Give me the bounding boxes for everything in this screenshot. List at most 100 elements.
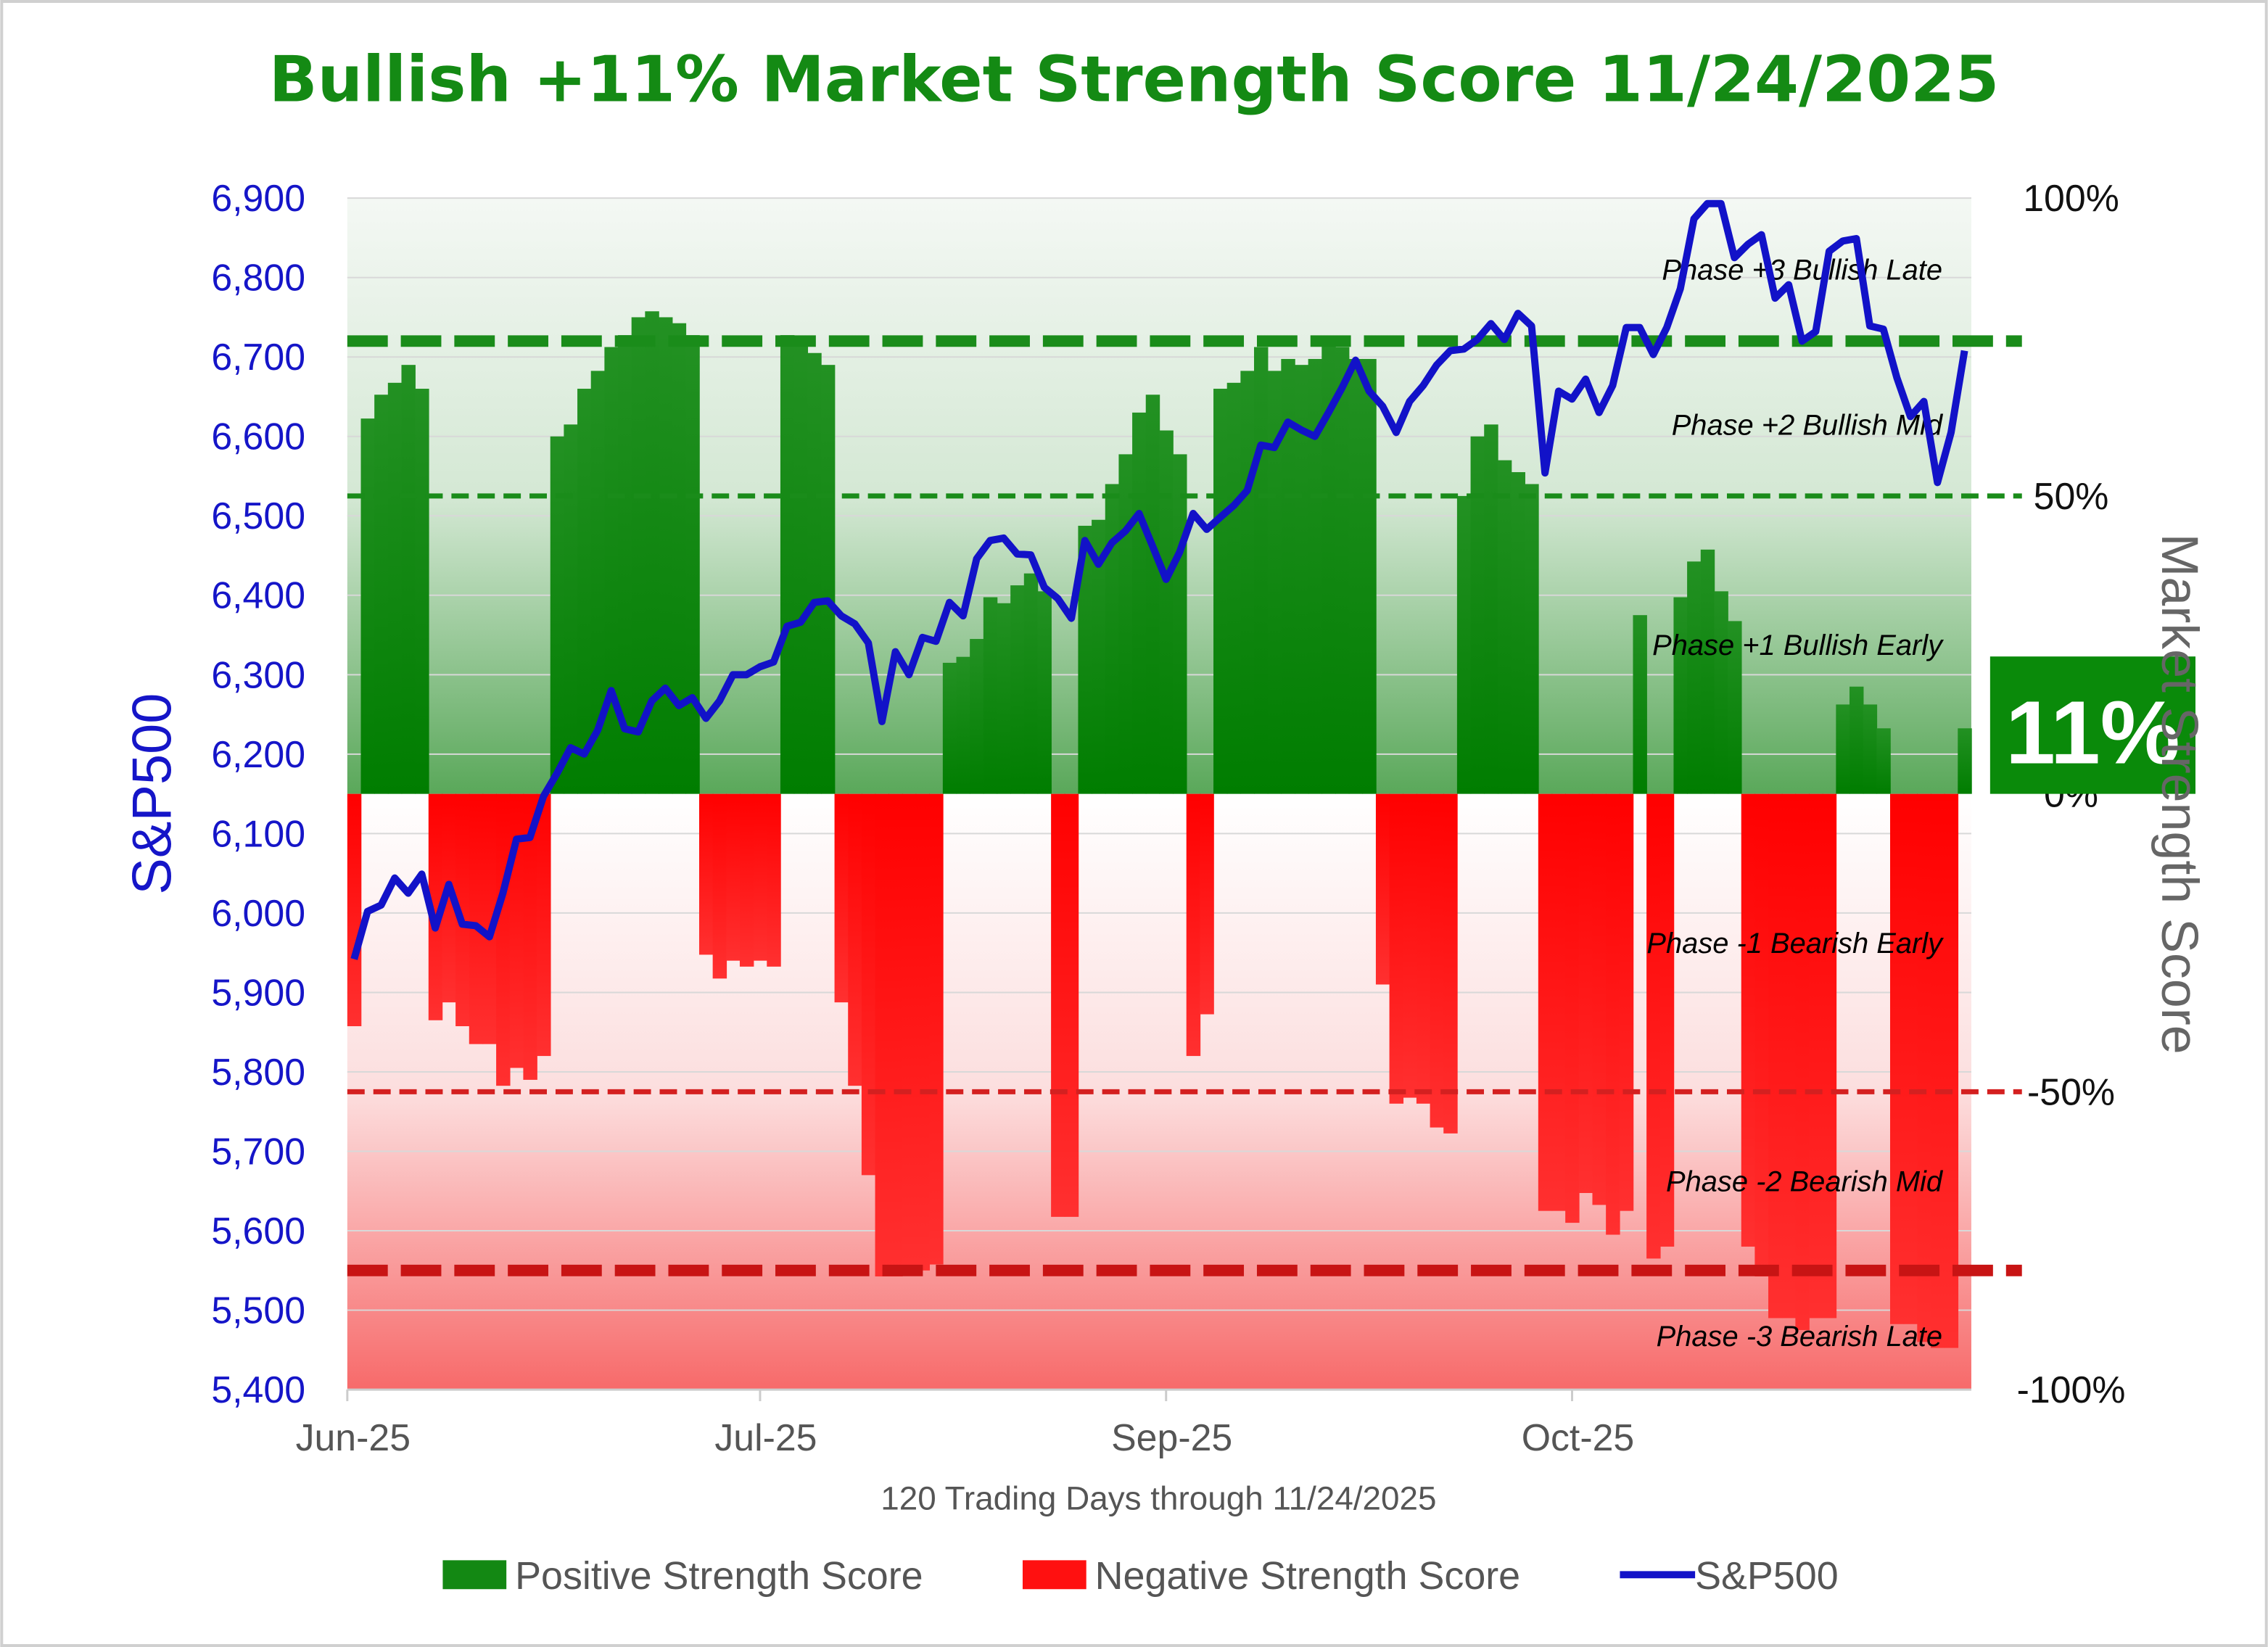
positive-strength-bar bbox=[659, 317, 673, 794]
right-tick-label: -100% bbox=[2017, 1369, 2126, 1411]
positive-strength-bar bbox=[1484, 424, 1498, 794]
legend-label-negative: Negative Strength Score bbox=[1095, 1554, 1520, 1598]
positive-strength-bar bbox=[1010, 585, 1025, 794]
positive-strength-bar bbox=[1321, 341, 1336, 794]
positive-strength-bar bbox=[1173, 454, 1187, 794]
phase-label: Phase -3 Bearish Late bbox=[1657, 1321, 1942, 1353]
negative-strength-bar bbox=[1889, 793, 1905, 1324]
positive-strength-bar bbox=[1254, 347, 1269, 794]
positive-strength-bar bbox=[672, 323, 687, 794]
left-tick-label: 6,900 bbox=[211, 177, 305, 219]
positive-strength-bar bbox=[1958, 728, 1972, 794]
positive-strength-bar bbox=[564, 424, 578, 794]
right-tick-label: 50% bbox=[2034, 475, 2109, 517]
left-tick-label: 5,900 bbox=[211, 971, 305, 1013]
negative-strength-bar bbox=[442, 793, 456, 1003]
positive-strength-bar bbox=[1728, 621, 1742, 794]
positive-strength-bar bbox=[820, 365, 836, 794]
negative-strength-bar bbox=[1754, 793, 1769, 1277]
negative-strength-bar bbox=[915, 793, 930, 1271]
legend: Positive Strength Score Negative Strengt… bbox=[442, 1554, 1839, 1598]
negative-strength-bar bbox=[888, 793, 903, 1277]
phase-label: Phase +3 Bullish Late bbox=[1662, 255, 1942, 286]
negative-strength-bar bbox=[929, 793, 944, 1265]
left-axis-ticks: 6,900 6,800 6,700 6,600 6,500 6,400 6,300 6,200… bbox=[211, 177, 305, 1411]
positive-strength-bar bbox=[1511, 472, 1525, 794]
positive-strength-bar bbox=[1470, 436, 1485, 794]
negative-strength-bar bbox=[1822, 793, 1837, 1318]
positive-strength-bar bbox=[1456, 495, 1472, 794]
legend-label-positive: Positive Strength Score bbox=[515, 1554, 923, 1598]
left-tick-label: 6,700 bbox=[211, 336, 305, 378]
positive-strength-bar bbox=[1240, 371, 1255, 794]
legend-swatch-positive bbox=[442, 1560, 507, 1590]
positive-strength-bar bbox=[1281, 358, 1295, 794]
negative-strength-bar bbox=[739, 793, 754, 967]
positive-strength-bar bbox=[1226, 382, 1242, 794]
left-tick-label: 5,400 bbox=[211, 1369, 305, 1411]
negative-strength-bar bbox=[523, 793, 537, 1080]
positive-strength-bar bbox=[793, 341, 809, 794]
positive-strength-bar bbox=[1633, 615, 1647, 794]
negative-strength-bar bbox=[1809, 793, 1823, 1318]
strength-bars bbox=[347, 311, 1972, 1348]
negative-strength-bar bbox=[1403, 793, 1417, 1098]
legend-label-sp500: S&P500 bbox=[1695, 1554, 1839, 1598]
reference-lines bbox=[347, 335, 2022, 1276]
x-axis-ticks: Jun-25 Jul-25 Sep-25 Oct-25 bbox=[296, 1390, 1634, 1458]
positive-strength-bar bbox=[1525, 484, 1539, 794]
positive-strength-bar bbox=[415, 389, 429, 794]
left-tick-label: 6,600 bbox=[211, 416, 305, 458]
negative-strength-bar bbox=[1375, 793, 1390, 985]
legend-swatch-negative bbox=[1022, 1560, 1086, 1590]
negative-strength-bar bbox=[1416, 793, 1431, 1104]
negative-strength-bar bbox=[1064, 793, 1079, 1217]
left-tick-label: 5,500 bbox=[211, 1289, 305, 1332]
positive-strength-bar bbox=[1362, 358, 1377, 794]
negative-strength-bar bbox=[753, 793, 768, 961]
positive-strength-bar bbox=[1092, 519, 1106, 794]
positive-strength-bar bbox=[1267, 371, 1282, 794]
phase-labels: Phase +3 Bullish Late Phase +2 Bullish Mi… bbox=[1646, 255, 1944, 1353]
positive-strength-bar bbox=[1105, 484, 1120, 794]
positive-strength-bar bbox=[1078, 525, 1092, 794]
positive-strength-bar bbox=[1497, 460, 1512, 794]
left-tick-label: 6,000 bbox=[211, 892, 305, 934]
phase-label: Phase +2 Bullish Mid bbox=[1672, 409, 1944, 441]
phase-label: Phase -1 Bearish Early bbox=[1646, 928, 1944, 959]
positive-strength-bar bbox=[1335, 347, 1350, 794]
negative-strength-bar bbox=[1619, 793, 1634, 1211]
positive-strength-bar bbox=[1850, 686, 1864, 794]
positive-strength-bar bbox=[374, 395, 389, 794]
right-axis-label: Market Strength Score bbox=[2151, 534, 2209, 1054]
left-tick-label: 5,700 bbox=[211, 1130, 305, 1172]
negative-strength-bar bbox=[1781, 793, 1797, 1318]
positive-strength-bar bbox=[1700, 549, 1715, 794]
negative-strength-bar bbox=[537, 793, 551, 1057]
negative-strength-bar bbox=[1538, 793, 1553, 1211]
negative-strength-bar bbox=[1795, 793, 1810, 1330]
negative-strength-bar bbox=[455, 793, 470, 1026]
negative-strength-bar bbox=[861, 793, 876, 1176]
positive-strength-bar bbox=[1037, 591, 1052, 794]
x-tick-label: Sep-25 bbox=[1111, 1416, 1232, 1458]
negative-strength-bar bbox=[1606, 793, 1620, 1235]
left-axis-label: S&P500 bbox=[122, 693, 183, 895]
positive-strength-bar bbox=[577, 389, 592, 794]
positive-strength-bar bbox=[1118, 454, 1133, 794]
negative-strength-bar bbox=[1646, 793, 1661, 1259]
right-tick-label: 100% bbox=[2023, 177, 2119, 219]
negative-strength-bar bbox=[848, 793, 862, 1086]
negative-strength-bar bbox=[347, 793, 362, 1026]
left-tick-label: 6,400 bbox=[211, 574, 305, 616]
negative-strength-bar bbox=[1768, 793, 1783, 1318]
negative-strength-bar bbox=[1578, 793, 1593, 1194]
negative-strength-bar bbox=[1389, 793, 1404, 1104]
negative-strength-bar bbox=[1741, 793, 1756, 1247]
negative-strength-bar bbox=[698, 793, 714, 955]
negative-strength-bar bbox=[1659, 793, 1675, 1247]
negative-strength-bar bbox=[1551, 793, 1566, 1211]
positive-strength-bar bbox=[970, 639, 984, 794]
positive-strength-bar bbox=[780, 335, 795, 794]
